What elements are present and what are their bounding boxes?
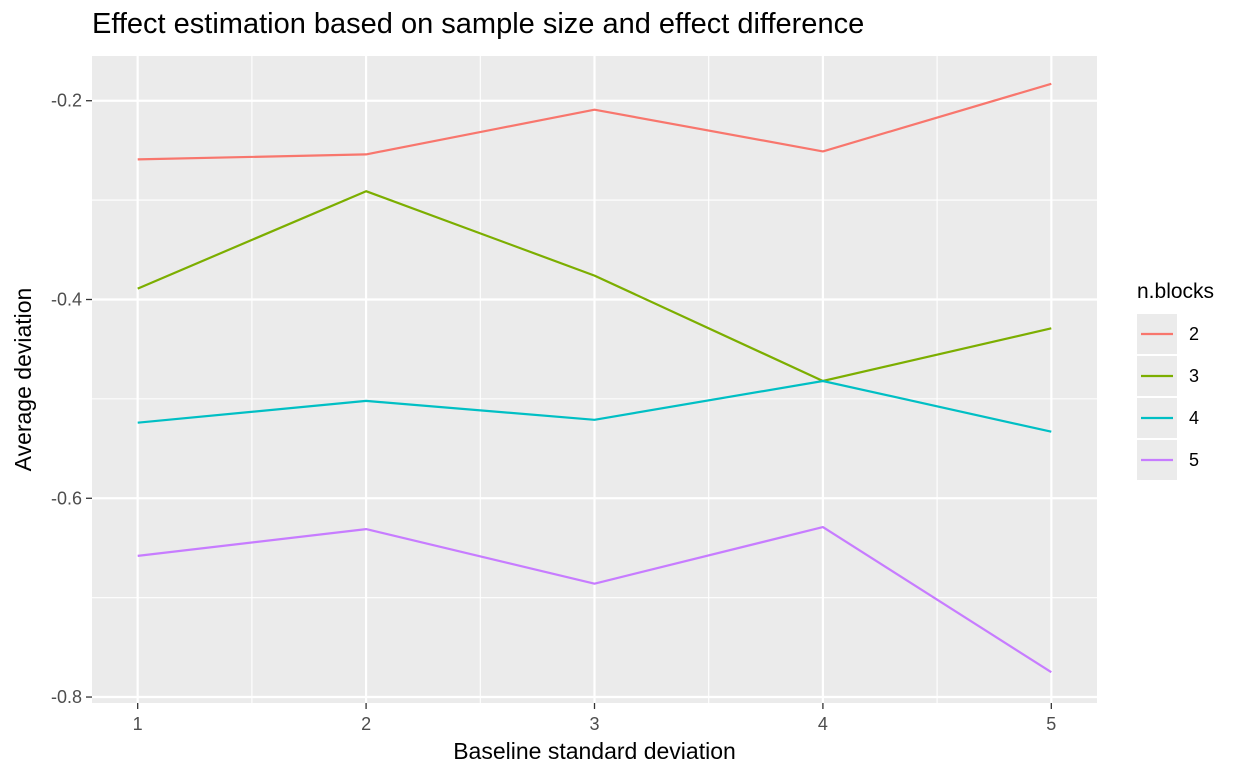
series-line-4 xyxy=(137,379,1052,433)
y-tick-label: -0.2 xyxy=(51,91,82,111)
x-tick-label: 4 xyxy=(818,714,828,734)
y-tick-label: -0.6 xyxy=(51,488,82,508)
legend-label: 4 xyxy=(1189,408,1199,428)
x-tick-label: 3 xyxy=(589,714,599,734)
y-tick-label: -0.8 xyxy=(51,687,82,707)
x-tick-label: 1 xyxy=(133,714,143,734)
legend-item-2: 2 xyxy=(1137,314,1199,354)
series-line-3 xyxy=(137,190,1052,383)
x-axis: 1 2 3 4 5 xyxy=(133,703,1056,734)
y-tick-label: -0.4 xyxy=(51,289,82,309)
x-tick-label: 5 xyxy=(1046,714,1056,734)
chart-title: Effect estimation based on sample size a… xyxy=(92,8,865,40)
legend-label: 3 xyxy=(1189,366,1199,386)
y-axis-title: Average deviation xyxy=(10,288,36,472)
legend-label: 2 xyxy=(1189,324,1199,344)
legend-title: n.blocks xyxy=(1137,280,1214,303)
legend-item-5: 5 xyxy=(1137,440,1199,480)
series-line-5 xyxy=(137,525,1052,674)
major-gridlines xyxy=(92,56,1097,703)
series-line-2 xyxy=(137,82,1052,161)
legend: n.blocks 2 3 4 5 xyxy=(1137,280,1214,480)
series-lines xyxy=(137,82,1052,674)
legend-item-4: 4 xyxy=(1137,398,1199,438)
legend-label: 5 xyxy=(1189,450,1199,470)
x-tick-label: 2 xyxy=(361,714,371,734)
legend-item-3: 3 xyxy=(1137,356,1199,396)
x-axis-title: Baseline standard deviation xyxy=(453,738,736,764)
y-axis: -0.2 -0.4 -0.6 -0.8 xyxy=(51,91,92,707)
